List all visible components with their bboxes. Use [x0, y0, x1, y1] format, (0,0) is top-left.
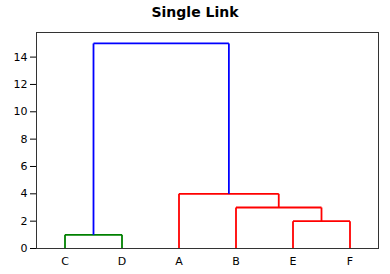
svg-text:A: A: [175, 255, 183, 268]
svg-text:8: 8: [21, 133, 28, 146]
svg-text:6: 6: [21, 160, 28, 173]
svg-text:B: B: [232, 255, 240, 268]
svg-text:E: E: [290, 255, 297, 268]
svg-text:14: 14: [14, 51, 28, 64]
svg-text:F: F: [347, 255, 353, 268]
svg-text:12: 12: [14, 78, 28, 91]
svg-text:D: D: [118, 255, 126, 268]
svg-text:4: 4: [21, 187, 28, 200]
svg-text:2: 2: [21, 215, 28, 228]
svg-text:C: C: [61, 255, 69, 268]
svg-text:0: 0: [21, 242, 28, 255]
html-text:Single Link: Single Link: [151, 4, 239, 20]
svg-text:10: 10: [14, 105, 28, 118]
